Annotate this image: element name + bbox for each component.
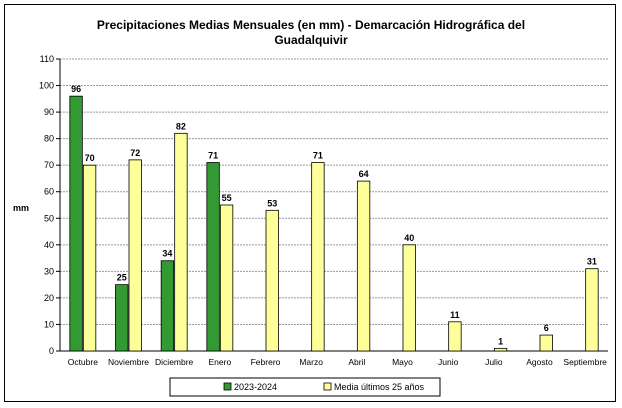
bar [585, 268, 599, 352]
y-tick-label: 100 [39, 81, 54, 91]
y-tick-label: 70 [44, 160, 54, 170]
x-tick-label: Noviembre [108, 357, 149, 367]
bar [402, 244, 416, 352]
data-label: 1 [498, 336, 503, 346]
data-label: 82 [176, 121, 186, 131]
y-tick-label: 20 [44, 293, 54, 303]
bar [311, 162, 325, 352]
chart-svg: Precipitaciones Medias Mensuales (en mm)… [13, 18, 608, 397]
y-tick-label: 0 [49, 346, 54, 356]
y-tick-label: 50 [44, 213, 54, 223]
legend-label: 2023-2024 [234, 382, 277, 392]
plot-area: 0 10 20 30 40 50 60 70 80 90 100 110 96 70 Octubre 25 72… [39, 54, 608, 367]
bar [128, 159, 142, 352]
y-tick-label: 80 [44, 134, 54, 144]
chart-frame: Precipitaciones Medias Mensuales (en mm)… [4, 4, 616, 402]
bar [493, 347, 508, 352]
x-tick-label: Abril [348, 357, 365, 367]
x-tick-label: Junio [438, 357, 459, 367]
legend-swatch [323, 382, 332, 391]
plot-background [60, 59, 608, 351]
chart-title-line-2: Guadalquivir [274, 33, 348, 47]
x-tick-label: Septiembre [563, 357, 607, 367]
y-tick-label: 40 [44, 240, 54, 250]
bar [539, 334, 553, 352]
bar [206, 162, 220, 352]
bar [448, 321, 462, 352]
data-label: 11 [450, 310, 460, 320]
data-label: 64 [359, 169, 369, 179]
bar [115, 284, 129, 352]
data-label: 71 [208, 151, 218, 161]
data-label: 72 [130, 148, 140, 158]
data-label: 40 [404, 233, 414, 243]
bar [160, 260, 175, 352]
data-label: 25 [117, 273, 127, 283]
y-axis-label: mm [13, 203, 29, 213]
y-tick-label: 90 [44, 107, 54, 117]
data-label: 34 [162, 249, 172, 259]
data-label: 6 [544, 323, 549, 333]
y-tick-label: 10 [44, 319, 54, 329]
data-label: 96 [71, 84, 81, 94]
legend-label: Media últimos 25 años [334, 382, 425, 392]
bar [174, 132, 188, 352]
x-tick-label: Diciembre [155, 357, 194, 367]
bar [69, 95, 83, 352]
bar [356, 180, 371, 352]
x-tick-label: Marzo [299, 357, 323, 367]
x-tick-label: Agosto [526, 357, 553, 367]
y-tick-label: 60 [44, 187, 54, 197]
x-tick-label: Febrero [251, 357, 281, 367]
chart-title-line-1: Precipitaciones Medias Mensuales (en mm)… [97, 18, 525, 32]
data-label: 55 [222, 193, 232, 203]
x-tick-label: Enero [208, 357, 231, 367]
legend-swatch [223, 382, 232, 391]
data-label: 70 [85, 153, 95, 163]
bar [82, 164, 97, 352]
y-tick-label: 30 [44, 266, 54, 276]
bar [219, 204, 234, 352]
data-label: 53 [267, 198, 277, 208]
legend: 2023-2024 Media últimos 25 años [169, 377, 441, 397]
y-tick-label: 110 [40, 54, 54, 64]
legend-box [169, 377, 441, 397]
x-tick-label: Octubre [68, 357, 99, 367]
x-tick-label: Julio [485, 357, 503, 367]
data-label: 31 [587, 257, 597, 267]
x-tick-label: Mayo [392, 357, 413, 367]
data-label: 71 [313, 151, 323, 161]
bar [265, 209, 279, 352]
